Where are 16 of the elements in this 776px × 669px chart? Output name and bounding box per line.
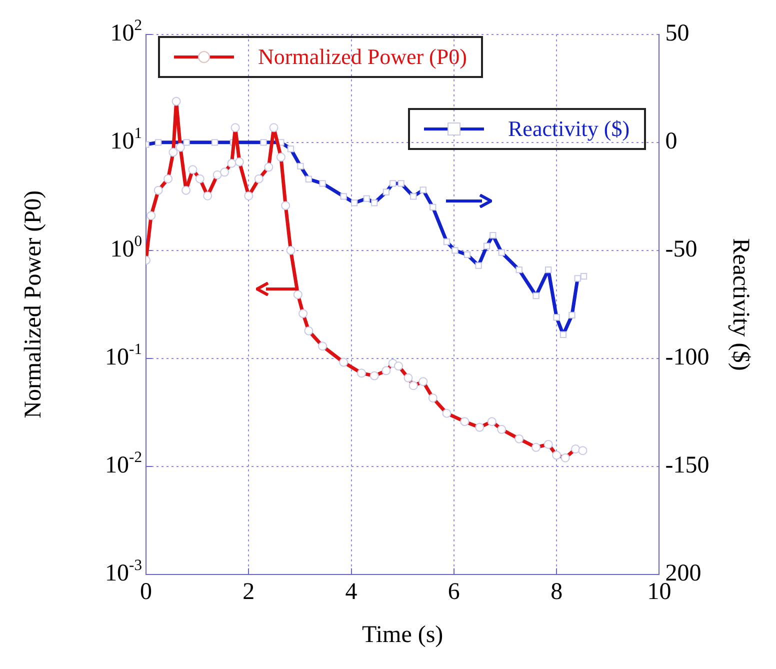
y2-tick-label: -50 [665, 236, 698, 263]
x-tick-label: 2 [242, 579, 255, 606]
x-tick-label: 6 [448, 579, 460, 606]
legend-label: Normalized Power (P0) [258, 44, 467, 70]
x-tick-label: 10 [647, 579, 672, 606]
y2-tick-label: 50 [665, 20, 690, 47]
y-axis-title: Normalized Power (P0) [20, 190, 47, 418]
x-tick-label: 8 [550, 579, 563, 606]
y2-axis-title: Reactivity ($) [727, 238, 754, 371]
x-axis-title: Time (s) [362, 622, 444, 648]
x-tick-label: 4 [345, 579, 358, 606]
y2-tick-label: 0 [665, 128, 678, 155]
x-tick-label: 0 [140, 579, 152, 606]
y2-tick-label: -150 [665, 452, 710, 479]
legend-label: Reactivity ($) [508, 116, 630, 142]
y2-tick-label: -100 [665, 344, 710, 371]
